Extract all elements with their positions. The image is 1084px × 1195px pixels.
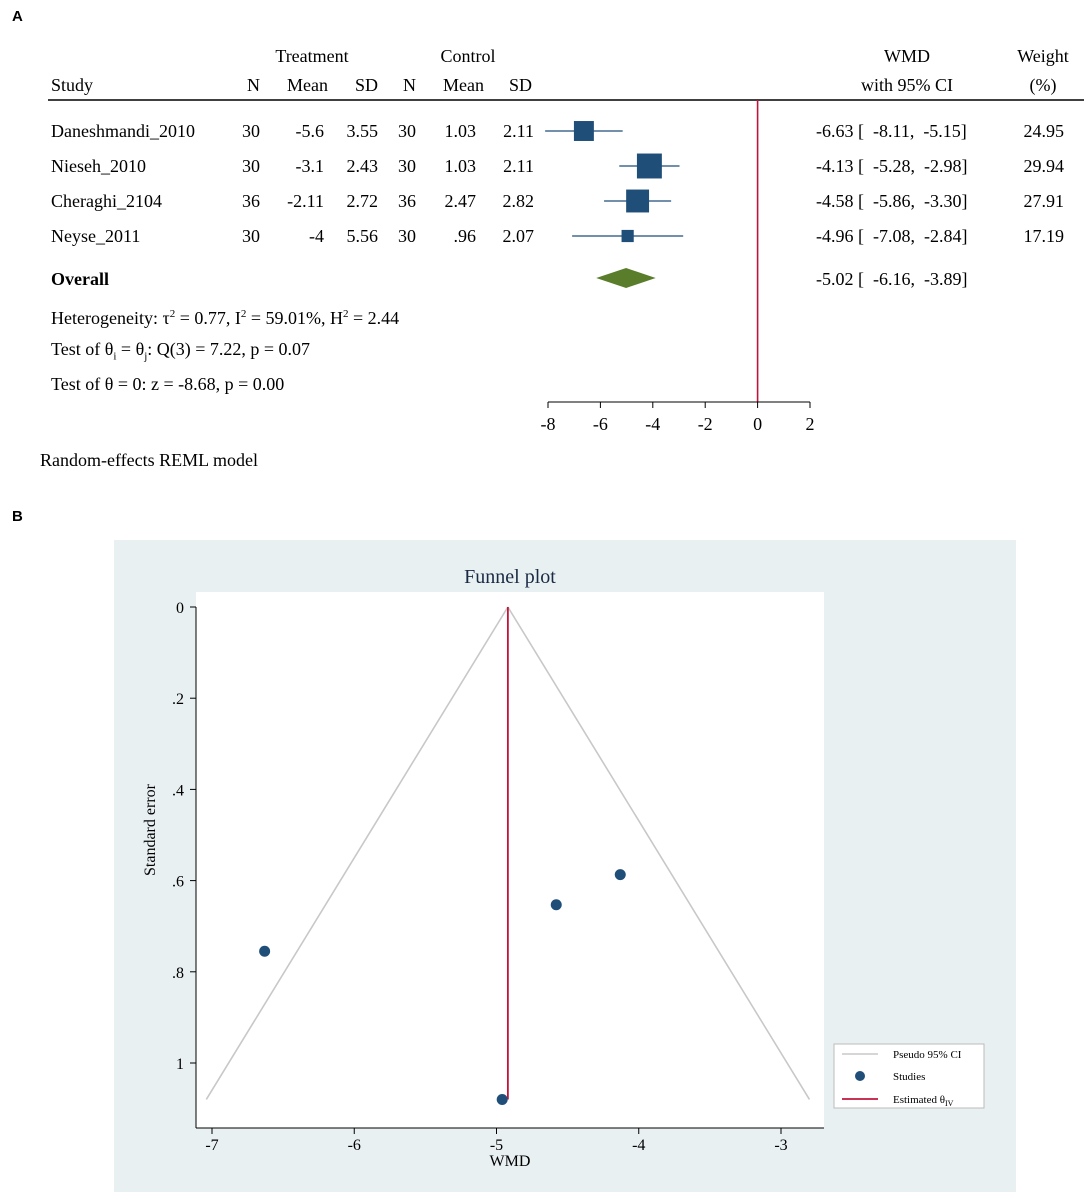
forest-x-tick-label: 2 — [806, 414, 815, 434]
study-cell-tmean: -3.1 — [295, 156, 325, 176]
legend-estimate-label: Estimated θIV — [893, 1094, 954, 1108]
control-header: Control — [440, 46, 496, 66]
forest-x-tick-label: -8 — [541, 414, 556, 434]
study-point — [496, 1093, 508, 1105]
homogeneity-test-text: Test of θi = θj: Q(3) = 7.22, p = 0.07 — [51, 339, 311, 363]
study-cell-csd: 2.82 — [502, 191, 535, 211]
study-effect-marker — [626, 189, 650, 213]
control-mean-header: Mean — [443, 75, 484, 95]
study-effect-marker — [621, 229, 634, 243]
study-cell-tsd: 2.72 — [346, 191, 379, 211]
study-cell-tmean: -4 — [309, 226, 324, 246]
funnel-x-tick-label: -7 — [205, 1137, 218, 1154]
study-cell-weight_text: 17.19 — [1023, 226, 1065, 246]
funnel-y-tick-label: .6 — [172, 874, 184, 891]
funnel-y-axis-label: Standard error — [142, 783, 159, 876]
study-point — [259, 945, 271, 957]
weight-header: Weight — [1017, 46, 1069, 66]
funnel-x-tick-label: -5 — [490, 1137, 503, 1154]
funnel-x-tick-label: -4 — [632, 1137, 645, 1154]
heterogeneity-text: Heterogeneity: τ2 = 0.77, I2 = 59.01%, H… — [51, 308, 400, 328]
treatment-mean-header: Mean — [287, 75, 328, 95]
pseudo-ci-left-line — [205, 606, 509, 1100]
study-cell-tn: 30 — [242, 226, 260, 246]
overall-diamond — [596, 268, 656, 288]
funnel-x-tick-label: -3 — [774, 1137, 787, 1154]
overall-label: Overall — [51, 269, 109, 289]
funnel-y-tick-label: 1 — [176, 1056, 184, 1073]
pseudo-ci-right-line — [507, 606, 811, 1100]
pct-header: (%) — [1029, 75, 1057, 95]
funnel-x-axis-label: WMD — [490, 1153, 531, 1170]
study-point — [550, 899, 562, 911]
study-cell-cmean: 2.47 — [444, 191, 477, 211]
study-cell-tn: 30 — [242, 121, 260, 141]
study-cell-wmd_text: -6.63 [ -8.11, -5.15] — [816, 121, 967, 141]
forest-plot: -8 -6 -4 -2 0 2 — [48, 99, 1084, 434]
ci-header: with 95% CI — [861, 75, 953, 95]
study-cell-tmean: -2.11 — [287, 191, 324, 211]
study-cell-name: Daneshmandi_2010 — [51, 121, 195, 141]
study-point — [614, 869, 626, 881]
funnel-plot-area — [196, 592, 824, 1128]
legend-estimate-subscript: IV — [945, 1099, 954, 1108]
funnel-y-tick-label: .2 — [172, 691, 184, 708]
legend-pseudo-ci-label: Pseudo 95% CI — [893, 1049, 962, 1061]
treatment-header: Treatment — [275, 46, 349, 66]
study-cell-name: Nieseh_2010 — [51, 156, 146, 176]
study-cell-cmean: 1.03 — [444, 121, 477, 141]
study-cell-tn: 30 — [242, 156, 260, 176]
funnel-y-tick-label: .8 — [172, 965, 184, 982]
study-effect-marker — [573, 121, 594, 141]
study-cell-wmd_text: -4.96 [ -7.08, -2.84] — [816, 226, 968, 246]
control-sd-header: SD — [508, 75, 532, 95]
study-cell-csd: 2.07 — [502, 226, 535, 246]
study-cell-csd: 2.11 — [503, 156, 534, 176]
legend-studies-label: Studies — [893, 1071, 925, 1083]
study-cell-cmean: 1.03 — [444, 156, 477, 176]
forest-x-tick-label: -4 — [645, 414, 660, 434]
study-cell-wmd_text: -4.13 [ -5.28, -2.98] — [816, 156, 968, 176]
overall-wmd-ci: -5.02 [ -6.16, -3.89] — [816, 269, 968, 289]
study-cell-csd: 2.11 — [503, 121, 534, 141]
forest-x-tick-label: -6 — [593, 414, 608, 434]
study-cell-wmd_text: -4.58 [ -5.86, -3.30] — [816, 191, 968, 211]
study-cell-tsd: 5.56 — [346, 226, 379, 246]
funnel-y-tick-label: .4 — [172, 782, 184, 799]
study-cell-cn: 30 — [398, 121, 416, 141]
forest-x-tick-label: -2 — [698, 414, 713, 434]
study-cell-cmean: .96 — [453, 226, 477, 246]
study-cell-tsd: 3.55 — [346, 121, 379, 141]
treatment-n-header: N — [247, 75, 260, 95]
study-cell-name: Cheraghi_2104 — [51, 191, 162, 211]
study-cell-tn: 36 — [242, 191, 260, 211]
legend-studies-swatch — [855, 1071, 865, 1081]
treatment-sd-header: SD — [354, 75, 378, 95]
panel-b-label: B — [12, 508, 23, 525]
funnel-x-tick-label: -6 — [348, 1137, 361, 1154]
funnel-title: Funnel plot — [464, 566, 556, 588]
study-cell-tmean: -5.6 — [295, 121, 325, 141]
forest-x-tick-label: 0 — [753, 414, 762, 434]
study-header: Study — [51, 75, 94, 95]
study-cell-cn: 36 — [398, 191, 416, 211]
control-n-header: N — [403, 75, 416, 95]
funnel-y-tick-label: 0 — [176, 600, 184, 617]
study-cell-weight_text: 29.94 — [1023, 156, 1065, 176]
study-effect-marker — [636, 153, 662, 179]
study-cell-cn: 30 — [398, 226, 416, 246]
study-cell-tsd: 2.43 — [346, 156, 379, 176]
panel-a-label: A — [12, 8, 23, 25]
funnel-legend: Pseudo 95% CI Studies Estimated θIV — [833, 1043, 985, 1109]
study-cell-weight_text: 27.91 — [1023, 191, 1065, 211]
model-text: Random-effects REML model — [40, 450, 258, 470]
wmd-header: WMD — [884, 46, 930, 66]
study-cell-name: Neyse_2011 — [51, 226, 141, 246]
study-cell-cn: 30 — [398, 156, 416, 176]
study-cell-weight_text: 24.95 — [1023, 121, 1065, 141]
effect-test-text: Test of θ = 0: z = -8.68, p = 0.00 — [51, 374, 285, 394]
